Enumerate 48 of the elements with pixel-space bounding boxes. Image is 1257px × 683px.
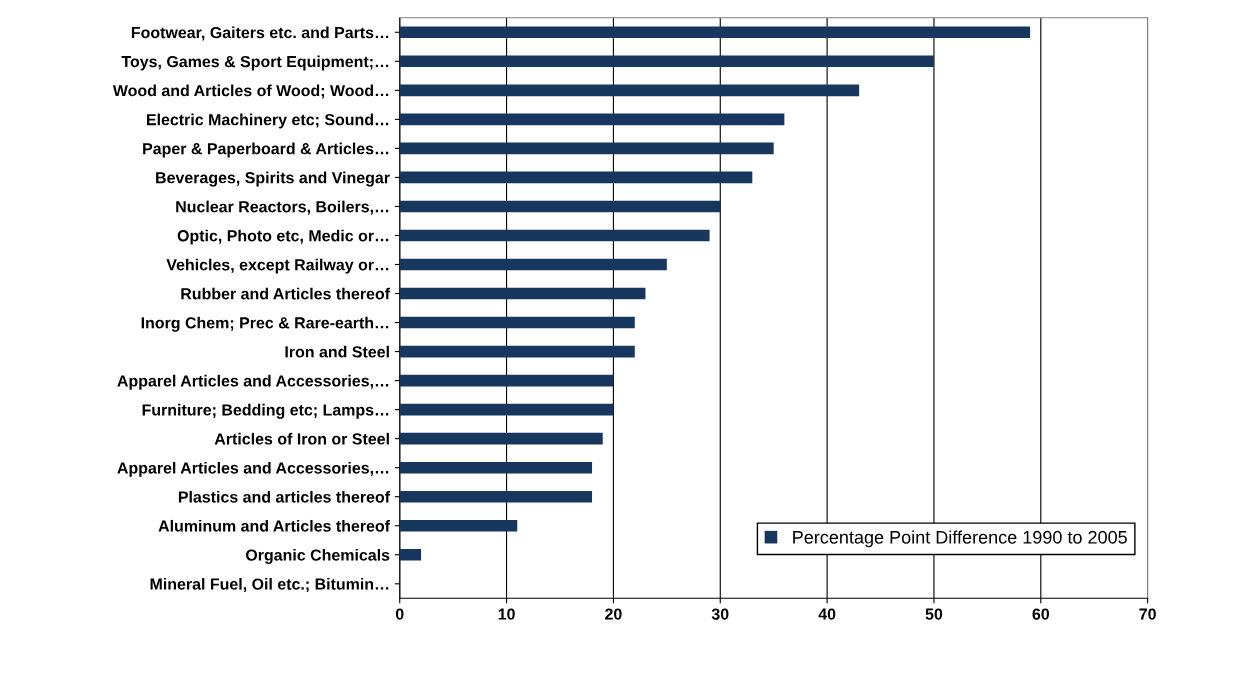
bar: [399, 229, 710, 242]
x-tick-label: 30: [711, 608, 729, 620]
y-tick-label: Nuclear Reactors, Boilers,…: [176, 200, 389, 215]
y-tick-label: Apparel Articles and Accessories,…: [117, 374, 389, 390]
y-tick-label: Furniture; Bedding etc; Lamps…: [142, 403, 389, 419]
bar: [399, 55, 934, 68]
bar: [399, 519, 518, 532]
bar: [399, 84, 860, 97]
y-tick-label: Organic Chemicals: [245, 548, 390, 564]
bar: [399, 374, 614, 387]
y-tick-label: Footwear, Gaiters etc. and Parts…: [131, 26, 389, 41]
bar: [399, 345, 635, 358]
x-tick-label: 60: [1032, 608, 1050, 620]
y-tick-label: Wood and Articles of Wood; Wood…: [112, 84, 389, 99]
x-tick-label: 10: [498, 608, 515, 620]
bar: [399, 113, 785, 126]
y-tick-label: Toys, Games & Sport Equipment;…: [121, 55, 389, 71]
bar: [399, 142, 774, 155]
y-tick-label: Iron and Steel: [285, 345, 389, 358]
y-tick-label: Rubber and Articles thereof: [181, 287, 391, 300]
bar: [399, 432, 603, 445]
y-tick-label: Optic, Photo etc, Medic or…: [177, 229, 389, 245]
bar: [399, 26, 1031, 39]
bar: [399, 548, 422, 561]
x-tick-label: 50: [925, 608, 943, 620]
x-tick-label: 40: [818, 608, 836, 620]
y-tick-label: Articles of Iron or Steel: [214, 432, 389, 445]
bar: [399, 316, 635, 329]
x-tick-label: 70: [1139, 608, 1156, 620]
x-tick-label: 20: [605, 608, 622, 620]
bar: [399, 490, 593, 503]
y-tick-label: Beverages, Spirits and Vinegar: [156, 171, 390, 187]
y-tick-label: Vehicles, except Railway or…: [166, 258, 389, 274]
y-tick-label: Electric Machinery etc; Sound…: [147, 113, 389, 129]
bar: [399, 403, 614, 416]
y-tick-label: Plastics and articles thereof: [178, 490, 391, 503]
bar: [399, 200, 721, 213]
x-tick-label: 0: [395, 608, 404, 620]
y-tick-label: Aluminum and Articles thereof: [158, 519, 391, 532]
bar: [399, 258, 667, 271]
y-tick-label: Mineral Fuel, Oil etc.; Bitumin…: [150, 578, 389, 593]
bar: [399, 461, 593, 474]
y-tick-label: Inorg Chem; Prec & Rare-earth…: [141, 316, 389, 332]
bar: [399, 287, 646, 300]
bar: [399, 171, 753, 184]
y-tick-label: Paper & Paperboard & Articles…: [143, 142, 389, 158]
y-tick-label: Apparel Articles and Accessories,…: [117, 461, 389, 477]
legend-label: Percentage Point Difference 1990 to 2005: [793, 530, 1127, 548]
